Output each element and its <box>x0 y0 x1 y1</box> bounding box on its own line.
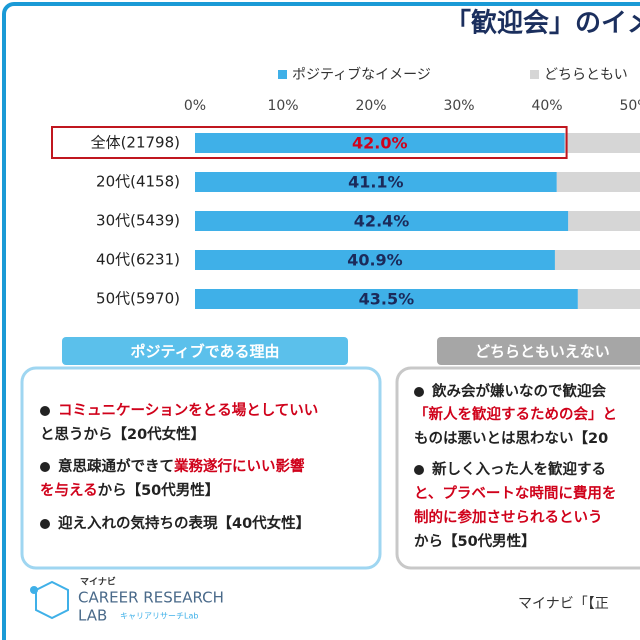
bullet <box>414 465 424 475</box>
legend-swatch <box>530 70 539 79</box>
bullet <box>40 462 50 472</box>
panel-text-line: ものは悪いとは思わない【20 <box>414 430 608 447</box>
value-label: 42.0% <box>352 134 408 153</box>
bullet <box>40 406 50 416</box>
value-label: 41.1% <box>348 173 404 192</box>
legend-label: ポジティブなイメージ <box>292 66 431 83</box>
text-segment: と、プラベートな時間に費用を <box>414 484 616 502</box>
value-label: 42.4% <box>354 212 410 231</box>
x-tick-label: 30% <box>443 98 474 114</box>
x-tick-label: 20% <box>355 98 386 114</box>
panel-text-line: 意思疎通ができて業務遂行にいい影響 <box>58 457 305 475</box>
x-tick-label: 50% <box>619 98 640 114</box>
text-segment: 迎え入れの気持ちの表現【40代女性】 <box>58 514 310 532</box>
text-segment: 制的に参加させられるという <box>414 508 603 526</box>
text-segment: から【50代男性】 <box>98 481 220 499</box>
logo: マイナビ CAREER RESEARCH LAB キャリアリサーチLab <box>30 576 224 625</box>
chart-title: 「歓迎会」のイメ <box>445 8 640 39</box>
category-label: 50代(5970) <box>96 290 180 308</box>
panel-text-line: と思うから【20代女性】 <box>40 425 205 443</box>
value-label: 40.9% <box>347 251 403 270</box>
logo-main: CAREER RESEARCH <box>78 589 224 607</box>
plot: 0% 10% 20% 30% 40% 50% 全体(21798) 42.0% 20代(4158)… <box>51 98 640 309</box>
panel-box <box>20 366 382 570</box>
panel-text-line: 新しく入った人を歓迎する <box>432 460 606 478</box>
x-tick-label: 10% <box>267 98 298 114</box>
bar <box>195 250 555 270</box>
category-label: 30代(5439) <box>96 212 180 230</box>
text-segment: 新しく入った人を歓迎する <box>432 460 606 478</box>
bar <box>195 133 565 153</box>
remainder-bar <box>564 133 640 153</box>
remainder-bar <box>556 172 640 192</box>
panel-text-line: 「新人を歓迎するための会」と <box>414 405 617 423</box>
x-tick-label: 40% <box>531 98 562 114</box>
value-label: 43.5% <box>359 290 415 309</box>
x-tick-label: 0% <box>184 98 206 114</box>
bar <box>195 172 557 192</box>
bullet <box>40 519 50 529</box>
text-segment: 意思疎通ができて <box>58 457 174 475</box>
panel-text-line: 迎え入れの気持ちの表現【40代女性】 <box>58 514 310 532</box>
logo-dot <box>30 586 38 594</box>
panel-text-line: から【50代男性】 <box>414 532 536 550</box>
text-segment: と思うから【20代女性】 <box>40 425 205 443</box>
category-label: 20代(4158) <box>96 173 180 191</box>
panel-heading-bg <box>62 337 348 365</box>
highlight-box <box>51 126 568 159</box>
bar <box>195 211 569 231</box>
panel-text-line: を与えるから【50代男性】 <box>40 481 219 499</box>
text-segment: ものは悪いとは思わない【20 <box>414 430 608 447</box>
text-segment: 飲み会が嫌いなので歓迎会 <box>431 382 606 400</box>
category-label: 40代(6231) <box>96 251 180 269</box>
panel-heading: ポジティブである理由 <box>131 343 280 361</box>
panel-text-line: 飲み会が嫌いなので歓迎会 <box>431 382 606 400</box>
panel-box <box>395 366 640 570</box>
category-label: 全体(21798) <box>91 134 180 152</box>
bullet <box>414 387 424 397</box>
logo-top: マイナビ <box>80 576 116 588</box>
text-segment: を与える <box>40 482 98 499</box>
text-segment: から【50代男性】 <box>414 532 536 550</box>
logo-lab: LAB <box>78 607 107 625</box>
panel-items: コミュニケーションをとる場としていいと思うから【20代女性】意思疎通ができて業務… <box>40 382 617 550</box>
logo-cube <box>35 580 69 620</box>
text-segment: コミュニケーションをとる場としていい <box>58 402 318 419</box>
remainder-bar <box>577 289 640 309</box>
text-segment: 「新人を歓迎するための会」と <box>414 405 617 423</box>
logo-sub: キャリアリサーチLab <box>120 612 198 621</box>
panel-heading-bg <box>437 337 640 365</box>
source: マイナビ「【正 <box>518 596 609 612</box>
bar <box>195 289 578 309</box>
legend-swatch <box>278 70 287 79</box>
panel-text-line: 制的に参加させられるという <box>414 508 603 526</box>
remainder-bar <box>554 250 640 270</box>
text-segment: 業務遂行にいい影響 <box>173 457 305 475</box>
panel-text-line: コミュニケーションをとる場としていい <box>58 402 318 419</box>
panel-text-line: と、プラベートな時間に費用を <box>414 484 616 502</box>
legend-label: どちらともい <box>544 67 628 83</box>
panel-heading: どちらともいえない <box>475 343 610 361</box>
remainder-bar <box>568 211 640 231</box>
